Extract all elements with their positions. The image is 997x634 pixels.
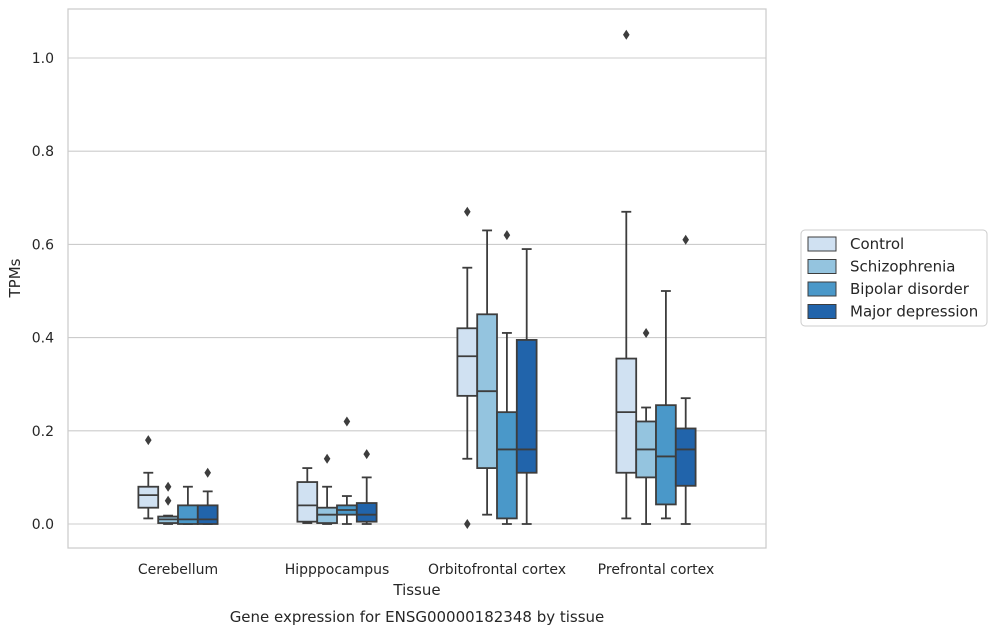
box-control [296,467,319,524]
outlier-point [464,519,471,529]
y-tick-label: 0.4 [32,331,54,347]
outlier-point [464,206,471,217]
box-iqr [615,357,638,474]
box-groups [137,29,697,529]
box-iqr [456,327,479,397]
box-major-depression [515,248,538,525]
outlier-point [363,449,370,460]
x-tick-label: Hipppocampus [285,562,390,578]
outlier-point [642,327,650,338]
outlier-point [623,29,630,40]
legend-swatch [807,281,837,297]
box-iqr [355,502,378,523]
outlier-point [682,234,689,245]
box-iqr [196,504,219,525]
legend-swatch [807,236,837,252]
box-iqr [137,485,160,509]
outlier-point [343,416,351,427]
outlier-point [164,481,172,492]
box-major-depression [674,234,697,525]
legend-label: Schizophrenia [850,258,955,276]
y-tick-label: 0.6 [32,237,54,253]
legend: Control Schizophrenia Bipolar disorder Majo… [800,229,988,327]
outlier-point [164,495,172,506]
box-bipolar-disorder [177,485,199,525]
y-axis-label: TPMs [6,258,24,298]
outlier-point [145,435,152,446]
plot-frame [67,8,767,549]
x-tick-label: Orbitofrontal cortex [428,562,566,578]
box-control [456,206,479,529]
box-control [615,29,638,520]
y-tick-label: 0.8 [32,144,54,160]
box-bipolar-disorder [496,230,518,525]
box-major-depression [196,467,219,525]
box-schizophrenia [157,481,179,525]
box-iqr [515,339,538,474]
chart-caption: Gene expression for ENSG00000182348 by t… [230,608,605,626]
box-iqr [296,481,319,523]
box-control [137,435,160,520]
box-schizophrenia [476,229,498,516]
x-axis-label: Tissue [392,581,440,599]
outlier-point [503,230,511,241]
legend-frame [800,229,988,327]
x-tick-labels: Cerebellum Hipppocampus Orbitofrontal cort… [138,562,714,578]
legend-label: Major depression [850,303,978,321]
y-tick-label: 0.2 [32,424,54,440]
legend-swatch [807,304,837,319]
box-iqr [177,504,199,525]
outlier-point [323,453,331,464]
x-tick-label: Cerebellum [138,562,218,578]
legend-items: Control Schizophrenia Bipolar disorder Majo… [807,235,978,321]
legend-swatch [807,259,837,274]
y-tick-labels: 0.0 0.2 0.4 0.6 0.8 1.0 [32,51,54,533]
box-iqr [496,411,518,520]
legend-label: Control [850,235,904,253]
box-major-depression [355,449,378,525]
y-tick-label: 1.0 [32,51,54,67]
box-bipolar-disorder [655,290,677,520]
y-tick-label: 0.0 [32,517,54,533]
outlier-point [204,467,211,478]
box-iqr [674,427,697,487]
legend-label: Bipolar disorder [850,280,970,298]
box-iqr [655,404,677,506]
x-tick-label: Prefrontal cortex [598,562,715,578]
